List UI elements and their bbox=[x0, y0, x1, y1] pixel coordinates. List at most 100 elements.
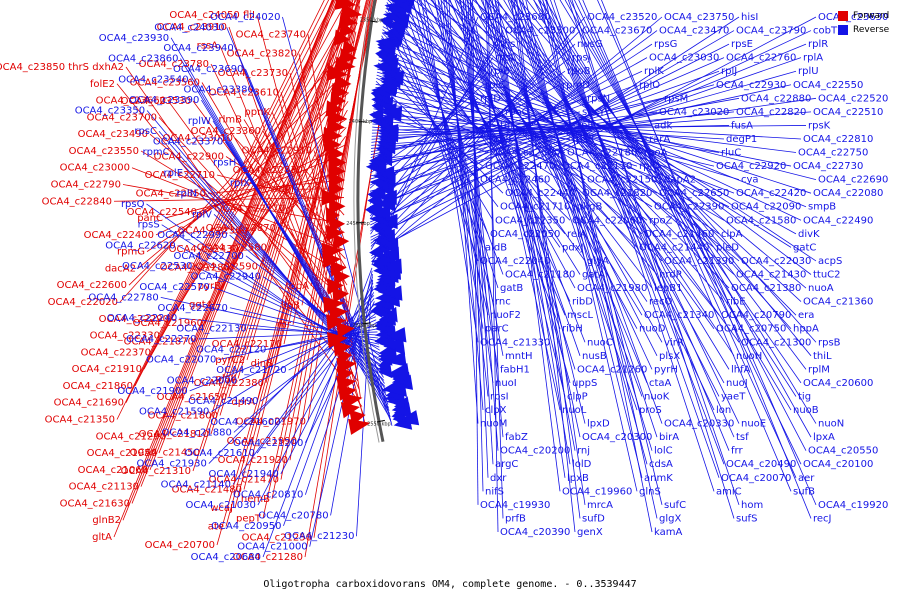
reverse-gene-label: prfB bbox=[505, 513, 526, 524]
forward-gene-label: OCA4_c21350 bbox=[45, 415, 115, 426]
reverse-gene-label: OCA4_c21260 bbox=[577, 364, 647, 375]
reverse-gene-label: OCA4_c22920 bbox=[716, 161, 786, 172]
reverse-gene-label: dxr bbox=[490, 473, 507, 484]
reverse-gene-label: rpsG bbox=[654, 39, 677, 50]
scale-tick-label: 2400 kbp bbox=[349, 119, 373, 125]
reverse-gene-label: hom bbox=[741, 500, 763, 511]
reverse-gene-label: OCA4_c22530 bbox=[122, 261, 192, 272]
reverse-gene-label: rplD bbox=[480, 93, 501, 104]
reverse-gene-label: OCA4_c22810 bbox=[803, 134, 873, 145]
reverse-gene-label: nrdR bbox=[659, 270, 683, 281]
reverse-gene-label: mscL bbox=[567, 310, 593, 321]
reverse-gene-label: OCA4_c21030 bbox=[186, 500, 256, 511]
reverse-gene-label: lolD bbox=[572, 459, 592, 470]
reverse-gene-label: OCA4_c21610 bbox=[185, 448, 255, 459]
reverse-gene-label: tuf bbox=[500, 120, 514, 131]
reverse-gene-label: OCA4_c22550 bbox=[793, 80, 863, 91]
reverse-gene-label: era bbox=[798, 310, 814, 321]
reverse-gene-label: OCA4_c21720 bbox=[216, 365, 286, 376]
reverse-gene-label: OCA4_c22390 bbox=[654, 202, 724, 213]
reverse-gene-label: ctaA bbox=[649, 378, 672, 389]
reverse-gene-label: rluC bbox=[721, 148, 741, 159]
reverse-gene-label: rpoC bbox=[505, 107, 529, 118]
reverse-gene-label: uppS bbox=[572, 378, 597, 389]
reverse-gene-label: nuoN bbox=[818, 419, 844, 430]
reverse-gene-label: aidB bbox=[485, 242, 507, 253]
reverse-gene-label: OCA4_c23370 bbox=[153, 137, 223, 148]
reverse-gene-label: OCA4_c22420 bbox=[736, 188, 806, 199]
forward-gene-label: OCA4_c21690 bbox=[54, 398, 124, 409]
forward-gene-label: OCA4_c23820 bbox=[227, 49, 297, 60]
reverse-gene-label: OCA4_c23930 bbox=[99, 33, 169, 44]
reverse-gene-label: OCA4_c21490 bbox=[188, 396, 258, 407]
reverse-gene-label: OCA4_c22060 bbox=[572, 215, 642, 226]
reverse-gene-label: OCA4_c22820 bbox=[736, 107, 806, 118]
reverse-gene-label: OCA4_c22050 bbox=[490, 229, 560, 240]
forward-gene-label: folE2 bbox=[90, 79, 115, 90]
reverse-gene-label: OCA4_c21380 bbox=[731, 283, 801, 294]
reverse-gene-label: rpmC bbox=[142, 147, 169, 158]
forward-gene-label: glnB2 bbox=[92, 515, 121, 526]
reverse-gene-label: OCA4_c23470 bbox=[659, 26, 729, 37]
reverse-gene-label: OCA4_c22070 bbox=[146, 355, 216, 366]
reverse-gene-label: OCA4_c22700 bbox=[174, 251, 244, 262]
reverse-gene-label: OCA4_c20390 bbox=[500, 527, 570, 538]
reverse-gene-label: acpS bbox=[818, 256, 842, 267]
legend-reverse-swatch bbox=[838, 25, 848, 35]
forward-gene-label: OCA4_c22790 bbox=[51, 180, 121, 191]
reverse-gene-label: rnj bbox=[577, 446, 590, 457]
forward-gene-label: OCA4_c21130 bbox=[69, 482, 139, 493]
reverse-gene-label: birA bbox=[659, 432, 679, 443]
reverse-gene-label: OCA4_c22000 bbox=[167, 375, 237, 386]
reverse-gene-label: adk bbox=[654, 120, 672, 131]
scale-tick-label: 2350 kbp bbox=[360, 17, 384, 23]
reverse-gene-label: OCA4_c21390 bbox=[664, 256, 734, 267]
reverse-gene-label: rplF bbox=[495, 134, 514, 145]
reverse-gene-label: ribH bbox=[562, 324, 583, 335]
reverse-gene-label: OCA4_c22090 bbox=[731, 202, 801, 213]
reverse-gene-label: OCA4_c22510 bbox=[813, 107, 883, 118]
reverse-gene-label: frr bbox=[731, 446, 743, 457]
reverse-gene-label: OCA4_c22520 bbox=[818, 93, 888, 104]
reverse-gene-label: genX bbox=[577, 527, 603, 538]
reverse-gene-label: rplP bbox=[577, 120, 596, 131]
reverse-gene-label: nuoK bbox=[644, 391, 670, 402]
forward-gene-label: topA bbox=[286, 281, 309, 292]
reverse-gene-label: ribE bbox=[726, 297, 746, 308]
reverse-gene-label: gatB bbox=[500, 283, 523, 294]
reverse-gene-label: sufC bbox=[664, 500, 686, 511]
reverse-gene-label: degP1 bbox=[726, 134, 757, 145]
reverse-gene-label: glgX bbox=[659, 513, 681, 524]
reverse-gene-label: hppA bbox=[793, 324, 819, 335]
forward-gene-label: OCA4_c21290 bbox=[96, 431, 166, 442]
reverse-gene-label: nifS bbox=[485, 486, 504, 497]
reverse-gene-label: OCA4_c24030 bbox=[154, 22, 224, 33]
reverse-gene-label: OCA4_c23670 bbox=[582, 26, 652, 37]
reverse-gene-label: rpsQ bbox=[121, 199, 145, 210]
reverse-gene-label: relA bbox=[567, 229, 587, 240]
reverse-gene-label: smpB bbox=[808, 202, 836, 213]
reverse-gene-label: rpsJ bbox=[572, 53, 591, 64]
reverse-gene-label: OCA4_c21590 bbox=[139, 407, 209, 418]
reverse-gene-label: OCA4_c21940 bbox=[208, 469, 278, 480]
reverse-gene-label: pdxJ bbox=[562, 242, 584, 253]
legend-reverse: Reverse bbox=[838, 23, 889, 37]
reverse-gene-label: sufB bbox=[793, 486, 815, 497]
reverse-gene-label: OCA4_c22470 bbox=[485, 161, 555, 172]
reverse-gene-label: OCA4_c21440 bbox=[639, 242, 709, 253]
reverse-gene-label: OCA4_c19960 bbox=[562, 486, 632, 497]
reverse-gene-label: OCA4_c20790 bbox=[721, 310, 791, 321]
forward-gene-label: OCA4_c23550 bbox=[69, 146, 139, 157]
reverse-gene-label: nuoD bbox=[639, 324, 666, 335]
reverse-gene-label: OCA4_c22040 bbox=[480, 256, 550, 267]
scale-tick-label: 2550 kbp bbox=[367, 422, 391, 428]
reverse-gene-label: rplJ bbox=[721, 66, 737, 77]
reverse-gene-label: lepB1 bbox=[654, 283, 683, 294]
reverse-gene-label: OCA4_c21140 bbox=[161, 479, 231, 490]
reverse-gene-label: OCA4_c22110 bbox=[562, 161, 632, 172]
reverse-gene-label: nuoA bbox=[808, 283, 834, 294]
reverse-gene-label: OCA4_c22500 bbox=[490, 148, 560, 159]
reverse-gene-label: OCA4_c20750 bbox=[716, 324, 786, 335]
reverse-gene-label: OCA4_c22130 bbox=[176, 324, 246, 335]
reverse-gene-label: nuoF2 bbox=[490, 310, 521, 321]
